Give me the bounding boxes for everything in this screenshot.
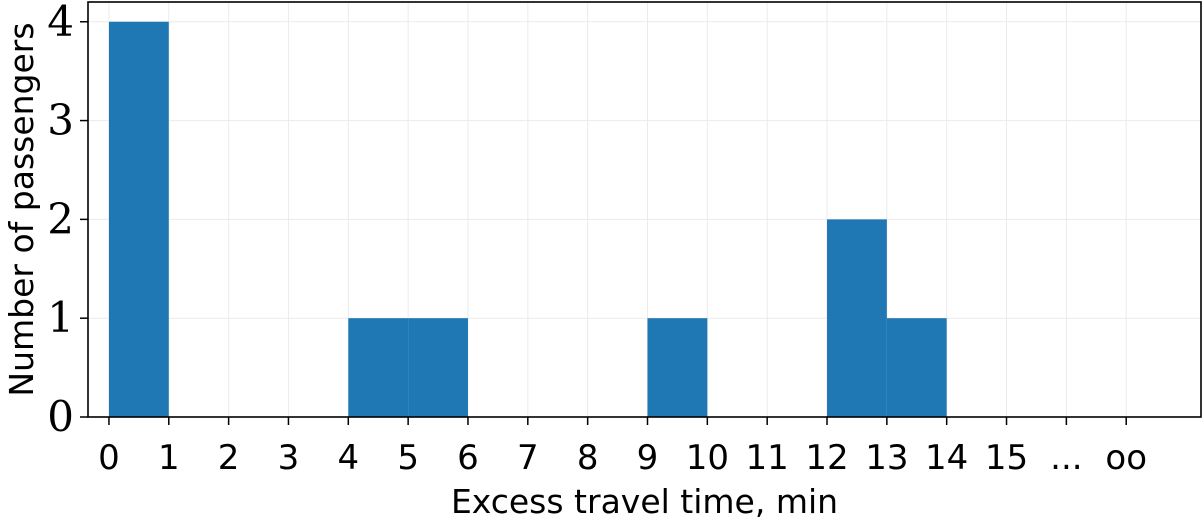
y-tick-label: 4: [47, 0, 74, 46]
histogram-bar: [886, 318, 947, 417]
x-tick-label: 7: [517, 438, 539, 478]
x-tick-label: 13: [865, 438, 908, 478]
histogram-bar: [348, 318, 409, 417]
histogram-bar: [647, 318, 708, 417]
x-tick-label: 12: [805, 438, 848, 478]
x-tick-label: 8: [577, 438, 599, 478]
x-tick-label: 14: [925, 438, 968, 478]
histogram-bar: [108, 21, 169, 418]
y-tick-label: 0: [47, 392, 74, 441]
x-tick-label: 5: [397, 438, 419, 478]
x-axis-label: Excess travel time, min: [451, 482, 838, 521]
x-tick-label: 15: [985, 438, 1028, 478]
x-tick-label: 11: [746, 438, 789, 478]
x-tick-label: 1: [158, 438, 180, 478]
y-tick-label: 3: [47, 96, 74, 145]
x-tick-label: 0: [98, 438, 120, 478]
histogram-bar: [408, 318, 468, 417]
y-axis-label: Number of passengers: [2, 22, 41, 396]
x-tick-label: ...: [1050, 438, 1082, 478]
x-tick-label: oo: [1105, 438, 1147, 478]
x-tick-label: 6: [457, 438, 479, 478]
bars: [108, 21, 947, 418]
x-tick-label: 3: [278, 438, 300, 478]
grid: [88, 2, 1201, 418]
plot-frame: [87, 1, 1202, 418]
x-tick-label: 2: [218, 438, 240, 478]
y-tick-label: 1: [47, 293, 74, 342]
x-tick-label: 4: [337, 438, 359, 478]
x-tick-label: 9: [637, 438, 659, 478]
y-tick-label: 2: [47, 194, 74, 243]
histogram-bar: [827, 219, 887, 417]
x-tick-label: 10: [686, 438, 729, 478]
